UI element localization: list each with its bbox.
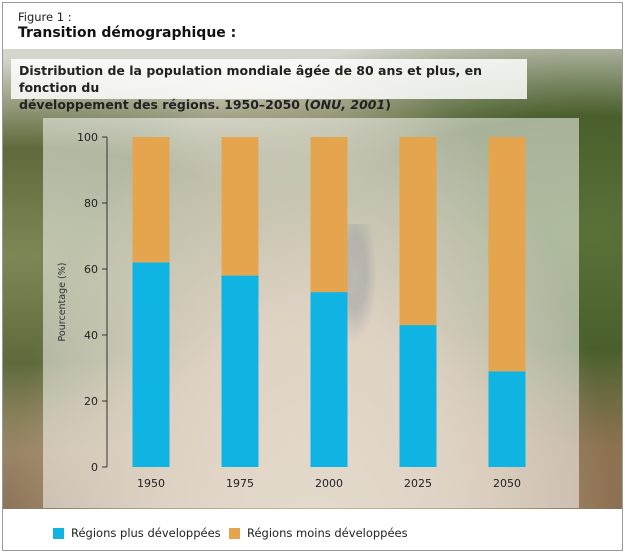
bar-1950-more-developed [132, 262, 170, 467]
x-tick-label-2000: 2000 [315, 477, 343, 490]
x-tick-label-1950: 1950 [137, 477, 165, 490]
legend-label-less-developed: Régions moins développées [247, 526, 408, 540]
y-axis-title: Pourcentage (%) [57, 263, 68, 342]
x-tick-label-1975: 1975 [226, 477, 254, 490]
legend-label-more-developed: Régions plus développées [71, 526, 221, 540]
legend: Régions plus développées Régions moins d… [3, 509, 622, 550]
bar-2000-less-developed [310, 137, 348, 293]
x-tick-label-2025: 2025 [404, 477, 432, 490]
subtitle-line-1: Distribution de la population mondiale â… [19, 63, 483, 95]
subtitle-line-2: développement des régions. 1950–2050 ( [19, 97, 311, 112]
y-tick-label-40: 40 [84, 329, 98, 342]
bar-2025-less-developed [399, 137, 437, 326]
legend-swatch-less-developed [229, 527, 240, 539]
y-tick-label-100: 100 [77, 131, 98, 144]
subtitle-box: Distribution de la population mondiale â… [11, 59, 527, 112]
chart-subtitle: Distribution de la population mondiale â… [19, 62, 527, 113]
bar-2000-more-developed [310, 292, 348, 467]
bar-2050-less-developed [488, 137, 526, 372]
subtitle-line-2-end: ) [385, 97, 391, 112]
bar-1975-less-developed [221, 137, 259, 276]
stacked-bar-chart: 0 20 40 60 80 100 Pourcentage (%) 1950 1975 2000 2… [57, 131, 526, 490]
y-tick-label-20: 20 [84, 395, 98, 408]
bar-1975-more-developed [221, 275, 259, 467]
y-tick-label-60: 60 [84, 263, 98, 276]
legend-item-more-developed: Régions plus développées [53, 526, 221, 540]
figure-label: Figure 1 : [18, 10, 72, 24]
legend-swatch-more-developed [53, 527, 64, 539]
legend-item-less-developed: Régions moins développées [229, 526, 408, 540]
subtitle-source: ONU, 2001 [310, 97, 386, 112]
figure-title: Transition démographique : [18, 25, 237, 41]
x-tick-label-2050: 2050 [493, 477, 521, 490]
bar-1950-less-developed [132, 137, 170, 263]
bar-2025-more-developed [399, 325, 437, 467]
bar-2050-more-developed [488, 371, 526, 467]
y-tick-label-80: 80 [84, 197, 98, 210]
y-tick-label-0: 0 [91, 461, 98, 474]
